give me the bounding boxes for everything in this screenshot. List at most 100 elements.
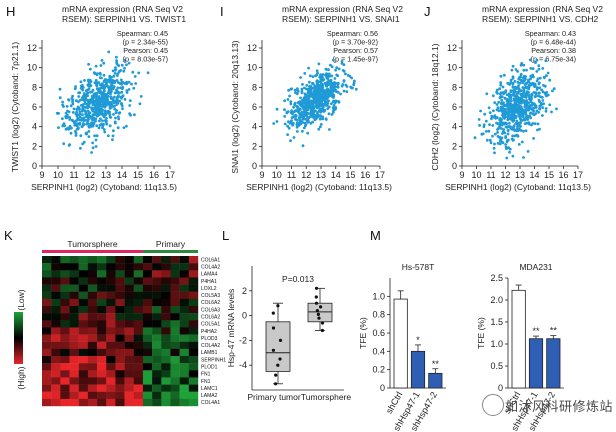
chart-title-line2: RSEM): SERPINH1 VS. CDH2: [482, 14, 598, 24]
scatter-point: [528, 104, 532, 107]
heatmap-cell: [142, 313, 153, 321]
scatter-point: [311, 75, 315, 78]
scatter-point: [505, 140, 509, 144]
scatter-point: [529, 67, 533, 70]
scatter-point: [482, 125, 486, 129]
heatmap-cell: [97, 398, 107, 407]
scatter-point: [289, 102, 293, 106]
heatmap-cell: [87, 341, 98, 350]
heatmap-cell: [124, 370, 134, 378]
scatter-point: [354, 87, 358, 91]
heatmap-cell: [87, 263, 98, 271]
heatmap-cell: [97, 291, 107, 300]
scatter-point: [327, 105, 331, 109]
scatter-point: [333, 77, 337, 80]
boxplot-panel-l: -4 -2 0 2 Hsp-47 mRNA levels P=0.013 Primary t…: [226, 266, 351, 402]
scatter-point: [67, 98, 70, 101]
scatter-point: [509, 114, 513, 118]
scatter-point: [98, 123, 102, 127]
scatter-point: [323, 108, 327, 112]
heatmap-cell: [78, 284, 89, 292]
scatter-point: [500, 127, 503, 130]
scatter-point: [309, 84, 312, 88]
y-tick-label: 8: [452, 82, 457, 92]
scatter-point: [319, 77, 323, 81]
scatter-point: [524, 116, 528, 119]
scatter-point: [87, 87, 91, 91]
scatter-point: [111, 134, 115, 138]
scatter-point: [477, 118, 481, 121]
heatmap-cell: [170, 291, 180, 300]
scatter-point: [548, 103, 552, 107]
scatter-point: [506, 112, 510, 116]
scatter-point: [304, 101, 308, 105]
heatmap-cell: [142, 398, 153, 407]
heatmap-cell: [60, 370, 70, 378]
scatter-point: [87, 84, 91, 88]
scatter-point: [484, 130, 488, 133]
scatter-point: [75, 119, 78, 123]
scatter-point: [103, 105, 106, 109]
scatter-point: [529, 83, 533, 87]
heatmap-cell: [78, 363, 89, 371]
scatter-point: [87, 125, 91, 129]
heatmap-cell: [115, 256, 125, 264]
scatter-point: [544, 107, 548, 110]
scatter-point: [112, 105, 116, 108]
bar-shHsp47-1: [410, 350, 426, 389]
scatter-point: [310, 87, 313, 91]
scatter-point: [491, 134, 494, 138]
y-tick-label: 2: [252, 141, 257, 151]
heatmap-cell: [179, 306, 190, 314]
heatmap-cell: [69, 391, 79, 400]
scatter-point: [299, 101, 302, 105]
y-tick-label: 10: [27, 63, 37, 73]
scatter-point: [317, 89, 321, 92]
scatter-point: [328, 128, 331, 131]
scatter-point: [518, 112, 522, 116]
scatter-point: [309, 92, 312, 96]
heatmap-cell: [161, 298, 171, 307]
heatmap-cell: [69, 291, 79, 300]
scatter-point: [95, 87, 99, 91]
heatmap-cell: [87, 348, 98, 357]
scatter-point: [322, 78, 326, 82]
heatmap-cell: [161, 334, 171, 342]
scatter-point: [519, 63, 523, 67]
scatter-point: [283, 122, 287, 126]
x-axis-label: SERPINH1 (log2) (Cytoband: 11q13.5): [445, 182, 591, 192]
y-tick-label: 0.2: [372, 365, 385, 375]
gene-label: COL5A1: [201, 322, 220, 328]
heatmap-cell: [133, 398, 144, 407]
heatmap-cell: [69, 263, 79, 271]
heatmap-cell: [179, 320, 190, 328]
scatter-point: [499, 138, 503, 142]
scatter-point: [335, 66, 339, 70]
scatter-point: [94, 109, 98, 112]
heatmap-cell: [179, 298, 190, 307]
scatter-point: [78, 91, 82, 95]
heatmap-cell: [188, 391, 199, 400]
scatter-point: [309, 102, 312, 106]
stat-line: (p = 2.34e-55): [123, 38, 168, 47]
heatmap-cell: [42, 306, 52, 314]
heatmap-cell: [97, 284, 107, 292]
y-tick-label: 2: [32, 141, 37, 151]
heatmap-cell: [106, 356, 116, 364]
scatter-point: [90, 121, 93, 124]
heatmap-cell: [142, 384, 153, 392]
x-tick-label: 10: [53, 170, 63, 180]
scatter-point: [516, 70, 519, 73]
scatter-point: [105, 97, 109, 101]
scatter-point: [308, 105, 311, 109]
scatter-point: [344, 72, 347, 76]
scatter-point: [113, 79, 117, 83]
heatmap-cell: [152, 277, 162, 285]
heatmap-cell: [188, 384, 199, 392]
scatter-point: [92, 113, 96, 116]
scatter-point: [91, 146, 95, 150]
chart-title: MDA231: [519, 262, 552, 272]
group-label-tumorsphere: Tumorsphere: [67, 239, 118, 249]
heatmap-cell: [188, 298, 199, 307]
